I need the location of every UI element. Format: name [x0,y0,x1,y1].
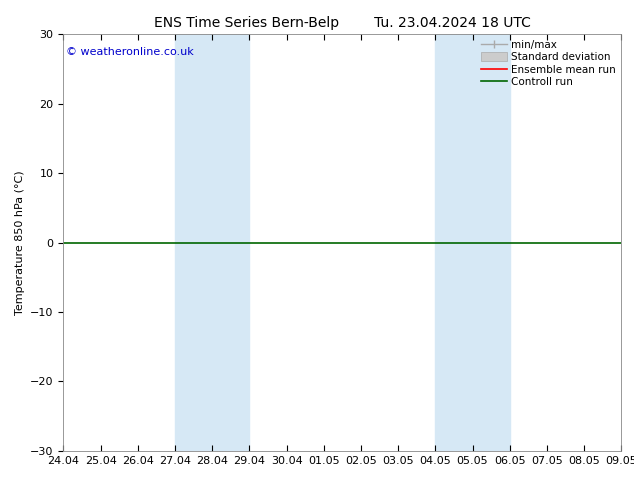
Text: © weatheronline.co.uk: © weatheronline.co.uk [66,47,194,57]
Legend: min/max, Standard deviation, Ensemble mean run, Controll run: min/max, Standard deviation, Ensemble me… [479,37,618,89]
Bar [436,34,510,451]
Bar [175,34,249,451]
Title: ENS Time Series Bern-Belp        Tu. 23.04.2024 18 UTC: ENS Time Series Bern-Belp Tu. 23.04.2024… [154,16,531,30]
Y-axis label: Temperature 850 hPa (°C): Temperature 850 hPa (°C) [15,170,25,315]
